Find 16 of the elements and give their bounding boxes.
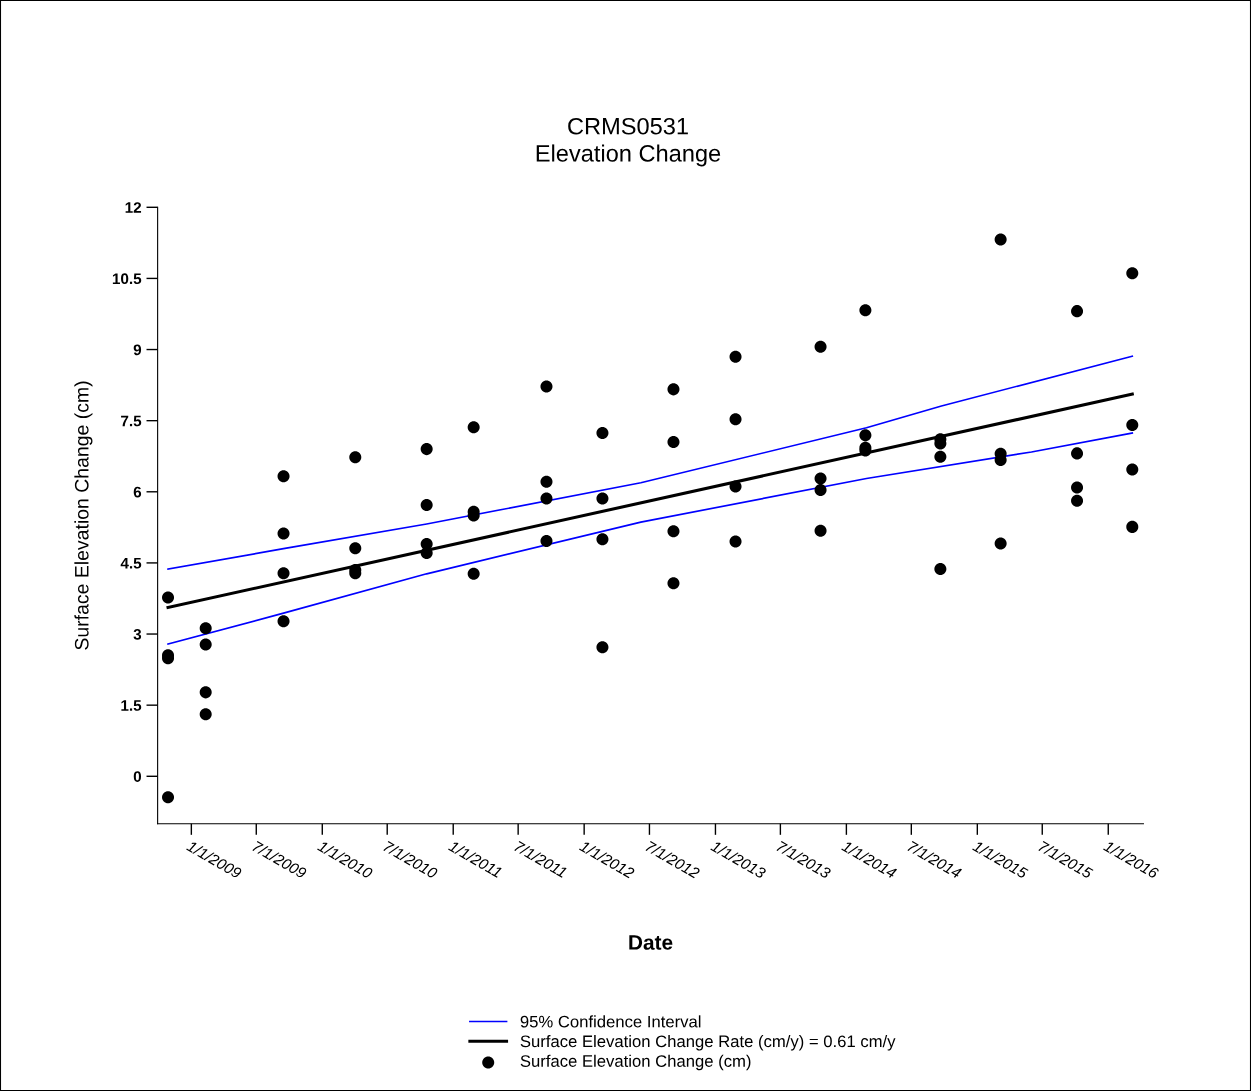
y-tick-label: 12 bbox=[125, 202, 142, 213]
y-tick-label: 10.5 bbox=[112, 273, 142, 285]
legend-label: 95% Confidence Interval bbox=[520, 1015, 701, 1028]
legend-label: Surface Elevation Change (cm) bbox=[520, 1054, 751, 1071]
y-tick-label: 3 bbox=[133, 628, 142, 640]
y-axis-title: Surface Elevation Change (cm) bbox=[74, 381, 93, 650]
line-series bbox=[167, 355, 1134, 570]
y-tick-label: 6 bbox=[133, 486, 142, 498]
y-tick-label: 7.5 bbox=[121, 415, 142, 427]
y-tick-label: 1.5 bbox=[121, 700, 142, 711]
y-tick-label: 4.5 bbox=[120, 557, 142, 569]
chart-title: CRMS0531 Elevation Change bbox=[536, 117, 721, 167]
legend-label: Surface Elevation Change Rate (cm/y) = 0.61 cm/y bbox=[520, 1035, 896, 1051]
y-tick-label: 9 bbox=[133, 344, 142, 356]
y-tick-label: 0 bbox=[133, 771, 142, 782]
x-axis-title: Date bbox=[629, 935, 673, 950]
